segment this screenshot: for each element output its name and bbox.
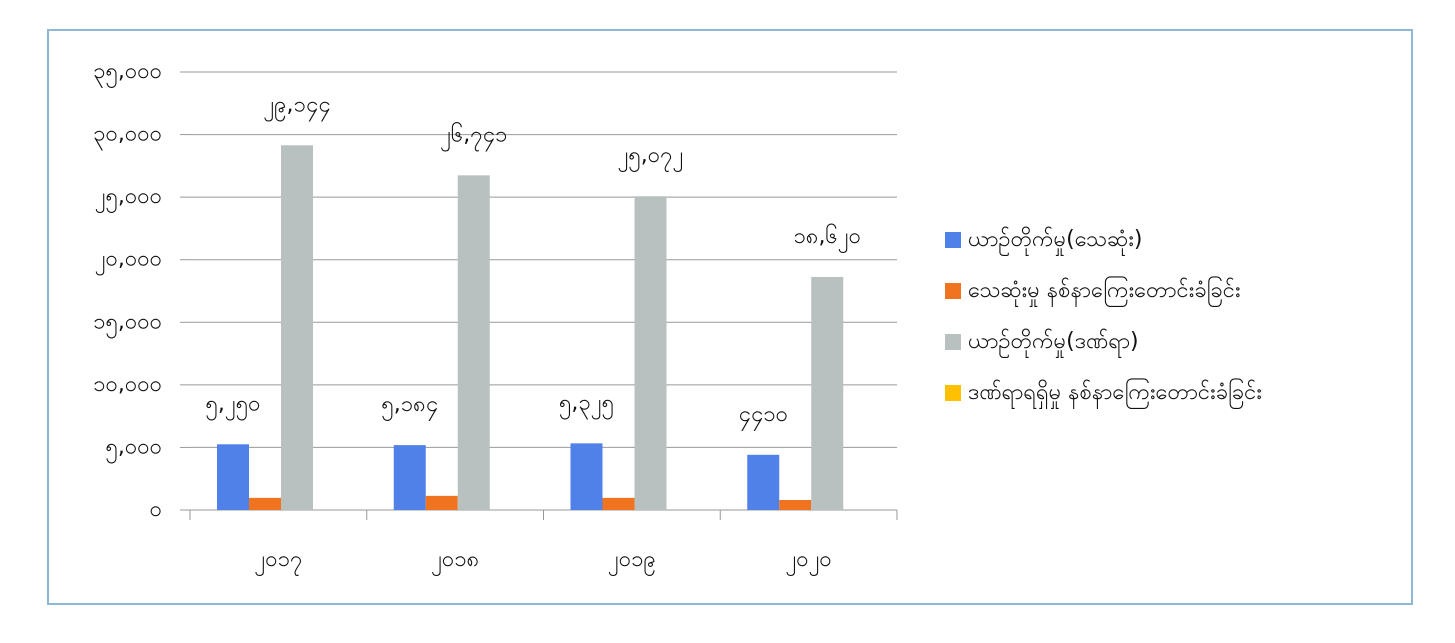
legend-swatch (945, 385, 961, 401)
legend-label: ဒဏ်ရာရရှိမှု နစ်နာကြေးတောင်းခံခြင်း (968, 378, 1262, 410)
data-label: ၅,၃၂၅ (559, 390, 614, 419)
data-label: ၂၆,၇၄၁ (440, 121, 507, 151)
bar (779, 499, 812, 510)
y-tick-label: ၃၀,၀၀၀ (93, 122, 162, 151)
y-tick-label: ၃၅,၀၀၀ (93, 59, 162, 88)
x-tick-label: ၂၀၁၈ (431, 547, 479, 576)
bar (281, 145, 313, 510)
x-tick-label: ၂၀၂၀ (785, 547, 831, 576)
bar (249, 497, 281, 510)
legend-label: ယာဉ်တိုက်မှု(သေဆုံး) (968, 226, 1143, 256)
data-label: ၄၄၁၀ (739, 402, 789, 431)
bar (570, 443, 603, 510)
y-tick-label: ၁၀,၀၀၀ (93, 372, 162, 397)
data-label: ၅,၂၅၀ (206, 391, 261, 420)
legend-swatch (945, 232, 961, 248)
data-label: ၁၈,၆၂၀ (794, 223, 862, 253)
y-tick-label: ၂၅,၀၀၀ (95, 184, 162, 213)
bar (634, 196, 667, 510)
legend-swatch (945, 283, 961, 299)
bar (602, 497, 635, 510)
bar (217, 444, 249, 510)
chart-frame (47, 29, 1413, 605)
bar (747, 454, 780, 510)
bar (811, 276, 844, 510)
y-tick-label: ၅,၀၀၀ (106, 434, 163, 463)
legend-swatch (945, 334, 961, 350)
legend-label: သေဆုံးမှု နစ်နာကြေးတောင်းခံခြင်း (968, 276, 1241, 307)
data-label: ၂၉,၁၄၄ (263, 92, 330, 121)
x-tick-label: ၂၀၁၉ (608, 547, 656, 576)
bar (425, 495, 458, 510)
data-label: ၅,၁၈၄ (381, 392, 438, 421)
legend-label: ယာဉ်တိုက်မှု(ဒဏ်ရာ) (968, 328, 1139, 358)
y-tick-label: ၂၀,၀၀၀ (95, 247, 162, 276)
x-tick-label: ၂၀၁၇ (254, 547, 302, 576)
bar (457, 175, 490, 511)
bar (393, 445, 426, 510)
y-tick-label: ၁၅,၀၀၀ (93, 309, 162, 338)
y-tick-label: ၀ (150, 497, 162, 522)
data-label: ၂၅,၀၇၂ (618, 143, 684, 172)
